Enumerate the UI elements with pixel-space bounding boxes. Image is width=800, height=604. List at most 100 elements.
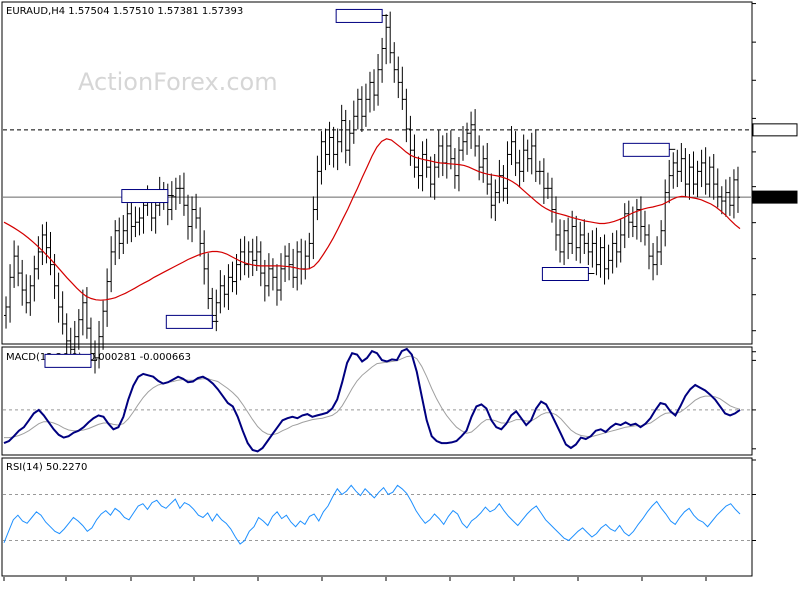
price-bar [226, 264, 231, 310]
price-bar [20, 259, 25, 306]
price-bar [574, 215, 579, 261]
price-bar [537, 160, 542, 185]
price-bar [469, 111, 474, 149]
price-bar [129, 200, 134, 243]
rsi-panel-title: RSI(14) 50.2270 [6, 462, 87, 473]
price-bar [56, 272, 61, 323]
price-bar [731, 169, 736, 219]
annotation-box [44, 353, 92, 368]
price-bar [659, 220, 664, 266]
price-bar [323, 128, 328, 171]
price-bar [105, 268, 110, 327]
price-bar [343, 109, 348, 164]
price-bar [367, 71, 372, 113]
price-bar [194, 193, 199, 229]
price-bar [634, 198, 639, 240]
price-bar [448, 130, 453, 170]
price-bar [291, 248, 296, 288]
price-bar [92, 340, 98, 374]
price-bar [404, 88, 409, 143]
price-bar [97, 320, 102, 369]
price-bar [735, 166, 740, 213]
price-bar [315, 155, 320, 221]
price-bar [606, 244, 611, 280]
macd-panel [3, 347, 756, 453]
price-bar [416, 156, 421, 189]
price-bar [408, 115, 413, 166]
annotation-box [121, 189, 169, 204]
price-bar [363, 83, 368, 127]
price-bar [481, 145, 486, 183]
price-bar [355, 88, 360, 130]
price-bar [452, 148, 457, 189]
price-bar [683, 148, 688, 198]
price-bar [727, 176, 732, 216]
price-bar [513, 131, 518, 177]
price-bar [372, 69, 377, 111]
price-bar [4, 296, 9, 329]
price-bar [246, 241, 251, 278]
price-tag-box [752, 123, 798, 137]
price-bar [646, 224, 652, 270]
watermark: ActionForex.com [78, 68, 278, 96]
price-bar [663, 179, 668, 247]
price-bar [242, 236, 247, 276]
price-bar [420, 141, 425, 192]
price-annotation [622, 142, 676, 157]
price-bar [541, 158, 546, 205]
price-bar [48, 231, 53, 276]
price-bar [76, 309, 81, 350]
price-bar [206, 253, 211, 310]
price-bar [590, 230, 595, 268]
price-bar [28, 275, 33, 316]
price-bar [509, 126, 514, 166]
price-bar [121, 215, 126, 255]
price-bar [283, 245, 288, 282]
price-bar [460, 126, 466, 161]
price-panel-title: EURAUD,H4 1.57504 1.57510 1.57381 1.5739… [6, 6, 243, 17]
price-bar [703, 147, 708, 195]
price-bar [679, 142, 684, 182]
price-bar [711, 154, 716, 200]
price-bar [582, 219, 587, 255]
price-bar [380, 37, 385, 83]
price-bar [388, 11, 393, 64]
price-bar [64, 313, 69, 355]
annotation-box [622, 142, 670, 157]
price-bar [72, 320, 77, 360]
price-bar [642, 210, 647, 246]
price-bar [137, 207, 142, 236]
annotation-box [165, 314, 213, 329]
price-bar [133, 206, 138, 238]
macd-signal-line [4, 355, 741, 439]
price-bar [473, 109, 478, 157]
price-bar [562, 220, 567, 266]
price-bar [311, 196, 316, 260]
price-bar [610, 232, 615, 274]
price-bar [218, 270, 223, 314]
price-bar [238, 238, 243, 281]
last-price-tag [752, 190, 798, 204]
price-annotation [44, 353, 97, 368]
price-bar [485, 142, 490, 195]
level-price-tag [752, 123, 798, 137]
price-bar [376, 54, 381, 106]
price-bar [525, 139, 530, 172]
price-bar [177, 175, 182, 205]
price-bar [80, 289, 85, 336]
price-bar [234, 254, 239, 295]
price-bar [501, 165, 506, 202]
annotation-box [335, 8, 383, 23]
price-bar [695, 160, 700, 198]
price-bar [181, 172, 186, 216]
price-annotation [335, 8, 389, 23]
price-bar [489, 173, 494, 219]
price-bar [699, 149, 704, 188]
price-bar [278, 253, 284, 301]
price-bar [347, 120, 352, 166]
price-bar [719, 186, 724, 215]
price-bar [412, 134, 417, 178]
price-bar [230, 261, 235, 293]
price-bar [274, 264, 279, 306]
price-bar [8, 264, 13, 323]
